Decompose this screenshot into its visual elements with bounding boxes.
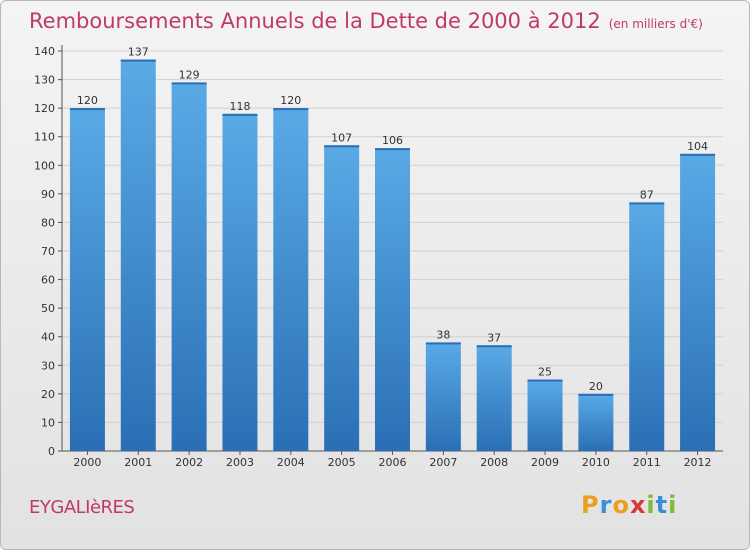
bar-top-edge [629, 202, 665, 205]
x-tick-label: 2010 [582, 456, 610, 469]
y-tick-label: 100 [34, 159, 55, 172]
logo-letter: i [668, 491, 678, 519]
y-tick-label: 70 [41, 245, 55, 258]
y-tick-label: 140 [34, 45, 55, 58]
bar-top-edge [69, 108, 105, 111]
bar [171, 82, 207, 451]
x-tick-label: 2007 [429, 456, 457, 469]
y-tick-label: 60 [41, 274, 55, 287]
bar [425, 342, 461, 451]
bar [324, 145, 360, 452]
bar [578, 393, 614, 451]
bar-top-edge [375, 148, 410, 151]
x-tick-label: 2012 [684, 456, 712, 469]
data-label: 106 [382, 134, 403, 147]
bar [527, 379, 563, 451]
y-tick-label: 40 [41, 331, 55, 344]
x-tick-label: 2008 [480, 456, 508, 469]
y-tick-label: 120 [34, 102, 55, 115]
bar [120, 59, 156, 451]
data-label: 87 [640, 188, 654, 201]
data-label: 25 [538, 366, 552, 379]
y-tick-label: 90 [41, 188, 55, 201]
bar-top-edge [680, 153, 716, 156]
y-tick-label: 10 [41, 416, 55, 429]
bar [629, 202, 665, 451]
data-label: 120 [77, 94, 98, 107]
x-tick-label: 2004 [277, 456, 305, 469]
x-tick-label: 2006 [379, 456, 407, 469]
bar-top-edge [476, 345, 512, 348]
data-label: 137 [128, 46, 149, 59]
y-tick-label: 130 [34, 74, 55, 87]
bar-top-edge [222, 113, 258, 116]
bar-top-edge [171, 82, 207, 85]
bar [375, 148, 410, 451]
data-label: 37 [487, 331, 501, 344]
data-label: 38 [436, 328, 450, 341]
y-tick-label: 110 [34, 131, 55, 144]
logo-letter: r [599, 491, 613, 519]
y-tick-label: 80 [41, 216, 55, 229]
logo-letter: t [655, 491, 669, 519]
x-tick-label: 2005 [328, 456, 356, 469]
bar-top-edge [578, 393, 614, 396]
y-tick-label: 50 [41, 302, 55, 315]
y-tick-label: 30 [41, 359, 55, 372]
bar-top-edge [324, 145, 360, 148]
logo-letter: i [646, 491, 656, 519]
bar [680, 153, 716, 451]
commune-name: EYGALIèRES [29, 497, 135, 518]
unit-label: (en milliers d'€) [608, 17, 703, 31]
y-tick-label: 20 [41, 388, 55, 401]
proxiti-logo: Proxiti [581, 491, 677, 519]
x-tick-label: 2001 [124, 456, 152, 469]
x-tick-label: 2002 [175, 456, 203, 469]
x-tick-label: 2003 [226, 456, 254, 469]
title-text: Remboursements Annuels de la Dette de 20… [29, 9, 601, 33]
logo-letter: x [629, 491, 647, 519]
bar-top-edge [273, 108, 309, 111]
x-tick-label: 2011 [633, 456, 661, 469]
data-label: 20 [589, 380, 603, 393]
x-tick-label: 2000 [73, 456, 101, 469]
x-tick-label: 2009 [531, 456, 559, 469]
data-label: 104 [687, 140, 708, 153]
data-label: 129 [179, 68, 200, 81]
bar-top-edge [120, 59, 156, 62]
chart-title: Remboursements Annuels de la Dette de 20… [29, 9, 703, 33]
y-tick-label: 0 [48, 445, 55, 458]
data-label: 120 [280, 94, 301, 107]
logo-letter: P [581, 491, 600, 519]
logo-letter: o [612, 491, 630, 519]
data-label: 107 [331, 131, 352, 144]
bar [69, 108, 105, 452]
bar [273, 108, 309, 452]
bar-top-edge [527, 379, 563, 382]
bar [476, 345, 512, 451]
bar [222, 113, 258, 451]
data-label: 118 [229, 100, 250, 113]
bar-top-edge [425, 342, 461, 345]
